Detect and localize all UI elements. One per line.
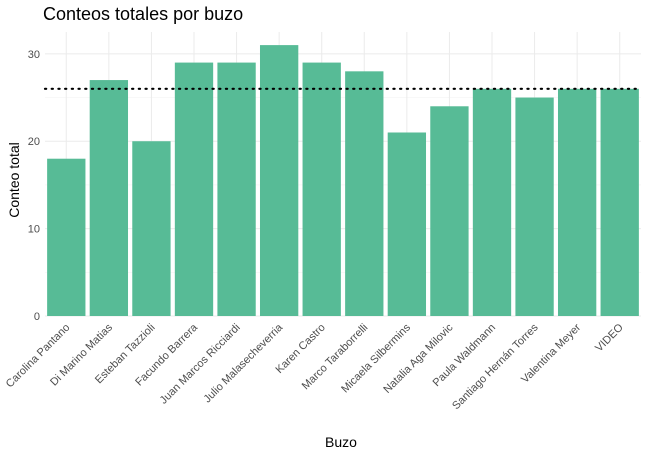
bar — [387, 132, 427, 316]
x-tick-label: Juan Marcos Ricciardi — [158, 322, 243, 407]
y-tick-label: 30 — [28, 49, 40, 61]
x-tick-label: VIDEO — [593, 321, 626, 354]
x-tick-label: Santiago Hernán Torres — [450, 321, 541, 412]
bar — [557, 88, 597, 316]
bar — [217, 62, 256, 317]
x-tick-label: Julio Malasecheverria — [202, 321, 286, 405]
bar — [430, 106, 469, 317]
bar — [515, 97, 554, 317]
bar — [174, 62, 214, 317]
bar — [345, 71, 384, 316]
bar — [89, 80, 129, 316]
bars — [47, 45, 639, 317]
bar — [302, 62, 341, 317]
y-tick-label: 20 — [28, 136, 40, 148]
chart-title: Conteos totales por buzo — [43, 4, 243, 24]
bar — [472, 88, 512, 316]
y-tick-label: 0 — [34, 311, 40, 323]
bar — [47, 158, 86, 316]
y-axis-ticks: 0 10 20 30 — [28, 49, 40, 323]
x-axis-title: Buzo — [325, 434, 357, 450]
bar — [259, 45, 299, 316]
bar — [132, 141, 171, 316]
y-tick-label: 10 — [28, 224, 40, 236]
bar — [600, 88, 639, 316]
y-axis-title: Conteo total — [6, 142, 22, 218]
